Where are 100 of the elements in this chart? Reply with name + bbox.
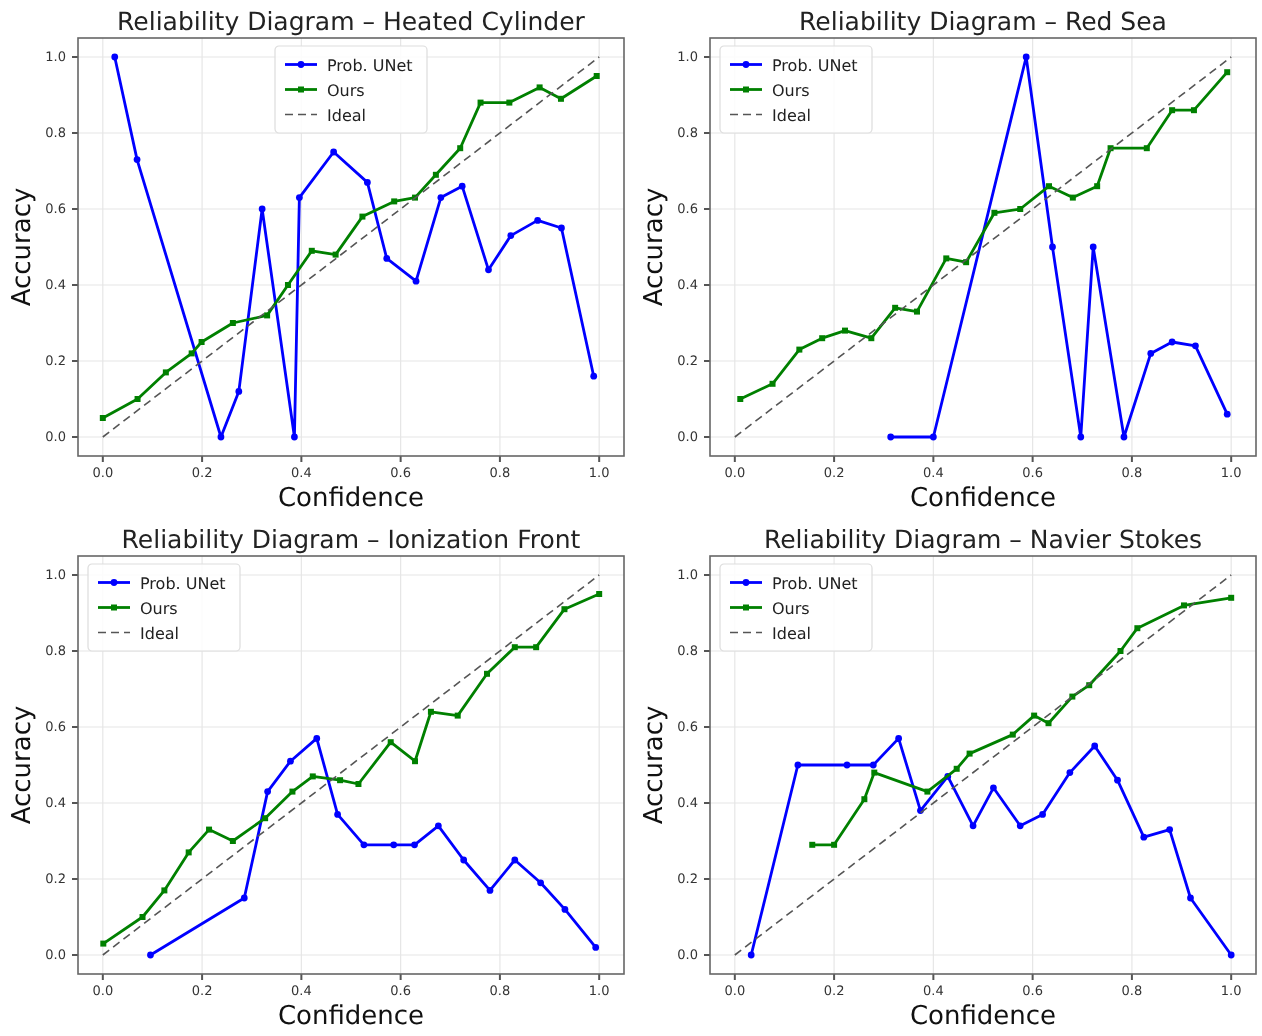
legend-label: Ideal: [772, 106, 811, 125]
point: [258, 205, 266, 213]
point: [1094, 183, 1101, 190]
point: [536, 84, 543, 91]
point: [966, 750, 973, 757]
point: [1134, 625, 1141, 632]
point: [387, 739, 394, 746]
point: [162, 369, 169, 376]
point: [111, 53, 119, 61]
y-axis-title: Accuracy: [8, 187, 38, 307]
point: [457, 145, 464, 152]
point: [289, 788, 296, 795]
point: [229, 320, 236, 326]
point: [592, 944, 600, 951]
point: [264, 312, 271, 319]
point: [284, 282, 291, 288]
point: [477, 99, 484, 106]
point: [485, 266, 492, 274]
point: [929, 433, 937, 441]
point: [1017, 206, 1024, 212]
legend-label: Ideal: [772, 624, 811, 643]
point: [895, 735, 902, 742]
point: [831, 841, 838, 848]
line-series: [747, 735, 1235, 959]
line-series: [147, 735, 600, 959]
point: [1009, 731, 1016, 738]
point: [593, 73, 600, 79]
point: [869, 761, 877, 769]
x-axis-title: Confidence: [909, 1002, 1057, 1032]
point: [1091, 742, 1099, 750]
y-axis-title: Accuracy: [8, 705, 38, 825]
point: [437, 194, 445, 201]
point: [1166, 826, 1174, 833]
point: [412, 277, 420, 285]
point: [1046, 183, 1053, 190]
point: [558, 224, 565, 232]
point: [1120, 433, 1128, 441]
point: [1077, 433, 1085, 441]
point: [391, 198, 398, 205]
point: [313, 735, 321, 742]
point: [484, 670, 490, 677]
point: [913, 308, 920, 315]
point: [198, 339, 205, 345]
point: [287, 757, 294, 765]
point: [507, 232, 515, 239]
point: [990, 784, 997, 792]
point: [1089, 243, 1097, 251]
point: [534, 217, 542, 224]
point: [1031, 712, 1038, 719]
point: [1224, 69, 1231, 76]
point: [861, 796, 868, 803]
point: [134, 396, 141, 402]
point: [360, 841, 368, 849]
point: [1045, 720, 1052, 727]
point: [308, 247, 315, 254]
point: [139, 914, 146, 920]
point: [229, 838, 236, 844]
point: [147, 951, 154, 959]
point: [769, 380, 776, 387]
point: [892, 304, 899, 311]
point: [291, 433, 298, 441]
point: [334, 811, 341, 818]
point: [355, 781, 362, 787]
point: [887, 433, 895, 441]
point: [217, 433, 225, 441]
point: [390, 841, 398, 849]
legend-label: Ours: [772, 81, 810, 100]
point: [561, 606, 568, 613]
point: [1117, 648, 1124, 654]
legend-label: Prob. UNet: [772, 56, 858, 75]
point: [337, 777, 344, 784]
point: [1168, 338, 1176, 346]
point: [188, 350, 195, 357]
point: [295, 194, 303, 201]
point: [99, 415, 106, 421]
point: [330, 148, 338, 156]
point: [363, 179, 371, 186]
point: [359, 213, 366, 220]
point: [383, 255, 391, 262]
point: [206, 826, 213, 833]
legend-label: Ours: [327, 81, 365, 100]
legend-label: Ideal: [327, 106, 366, 125]
point: [511, 644, 518, 651]
point: [991, 209, 998, 216]
x-axis-title: Confidence: [909, 484, 1057, 514]
point: [486, 887, 494, 894]
point: [590, 372, 598, 380]
point: [240, 894, 248, 902]
point: [264, 788, 271, 795]
point: [969, 822, 977, 830]
point: [871, 769, 878, 776]
point: [747, 951, 755, 959]
point: [412, 758, 419, 765]
point: [235, 388, 243, 395]
legend-label: Ideal: [140, 624, 179, 643]
point: [1069, 194, 1076, 201]
point: [809, 841, 816, 848]
x-axis-title: Confidence: [277, 484, 425, 514]
point: [557, 95, 564, 102]
point: [842, 327, 849, 334]
